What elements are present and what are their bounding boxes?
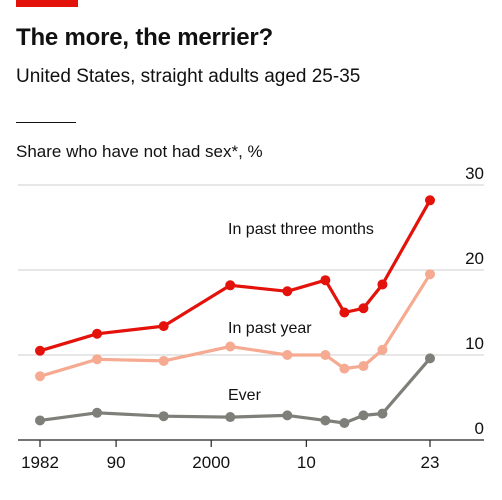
series-label-in-past-three-months: In past three months — [228, 221, 374, 238]
x-tick-label: 2000 — [192, 453, 230, 472]
y-axis-labels: 0 10 20 30 — [465, 164, 484, 438]
gridlines — [18, 184, 484, 441]
data-point — [425, 353, 435, 364]
data-point — [320, 275, 331, 286]
chart-subtitle: United States, straight adults aged 25-3… — [16, 66, 361, 87]
series-lines — [35, 195, 435, 428]
data-point — [92, 407, 103, 418]
series-ever — [35, 353, 435, 428]
x-tick-label: 10 — [297, 453, 316, 472]
x-tick-label: 1982 — [21, 453, 59, 472]
data-point — [92, 328, 103, 339]
data-point — [158, 355, 169, 366]
data-point — [358, 303, 369, 314]
data-point — [225, 341, 236, 352]
x-axis: 1982 90 2000 10 23 — [21, 440, 439, 472]
data-point — [282, 286, 293, 297]
data-point — [35, 415, 45, 426]
data-point — [377, 279, 388, 290]
data-point — [320, 350, 331, 360]
data-point — [425, 269, 435, 280]
data-point — [339, 418, 350, 428]
data-point — [339, 363, 350, 374]
data-point — [282, 410, 293, 421]
series-in-past-three-months — [35, 195, 435, 356]
data-point — [377, 408, 388, 419]
data-point — [158, 321, 169, 332]
divider — [16, 122, 76, 123]
series-label-ever: Ever — [228, 387, 262, 404]
series-label-in-past-year: In past year — [228, 320, 312, 337]
data-point — [339, 307, 350, 318]
data-point — [282, 350, 293, 360]
series-in-past-year — [35, 269, 435, 382]
series-labels: In past three months In past year Ever — [228, 221, 374, 404]
series-line — [38, 198, 432, 353]
y-tick-label: 0 — [475, 419, 484, 438]
data-point — [425, 195, 435, 206]
measure-label: Share who have not had sex*, % — [16, 142, 263, 161]
series-line — [38, 356, 432, 425]
data-point — [225, 412, 236, 423]
data-point — [358, 361, 369, 372]
data-point — [158, 411, 169, 422]
data-point — [35, 345, 45, 356]
chart-title: The more, the merrier? — [16, 24, 274, 51]
data-point — [92, 354, 103, 365]
series-line — [38, 272, 432, 378]
data-point — [225, 280, 236, 291]
y-tick-label: 10 — [465, 334, 484, 353]
x-tick-label: 23 — [421, 453, 440, 472]
y-tick-label: 20 — [465, 249, 484, 268]
data-point — [320, 415, 331, 426]
brand-tag — [16, 0, 78, 7]
data-point — [358, 410, 369, 421]
data-point — [35, 371, 45, 382]
x-tick-label: 90 — [107, 453, 126, 472]
y-tick-label: 30 — [465, 164, 484, 183]
data-point — [377, 344, 388, 355]
